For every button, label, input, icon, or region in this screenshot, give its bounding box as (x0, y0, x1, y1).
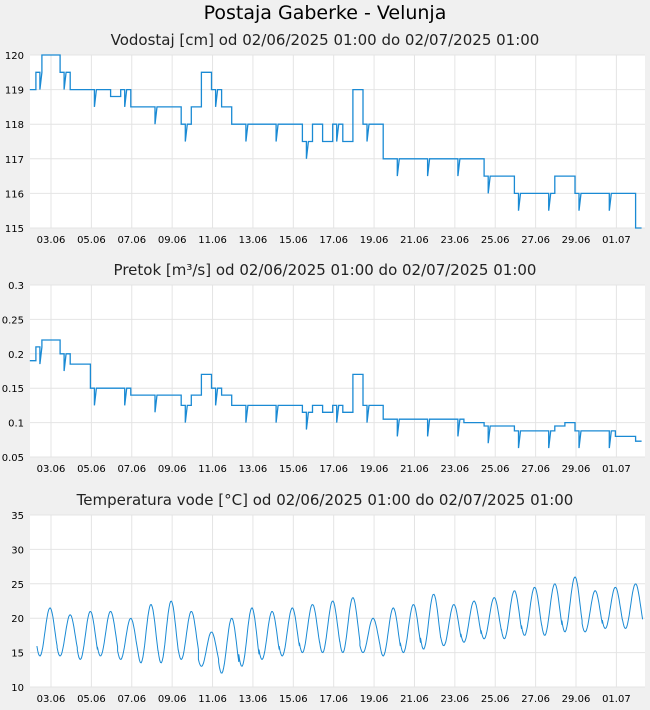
x-tick-label: 25.06 (481, 694, 510, 705)
series-line (36, 576, 644, 674)
series-line (29, 54, 642, 229)
x-tick-label: 05.06 (77, 235, 106, 246)
x-tick-label: 23.06 (441, 694, 470, 705)
x-tick-label: 21.06 (400, 235, 429, 246)
x-tick-label: 07.06 (117, 464, 146, 475)
x-tick-label: 15.06 (279, 464, 308, 475)
x-tick-label: 11.06 (198, 235, 227, 246)
x-tick-label: 27.06 (521, 235, 550, 246)
x-tick-label: 25.06 (481, 235, 510, 246)
x-tick-label: 17.06 (319, 235, 348, 246)
x-tick-label: 01.07 (602, 464, 631, 475)
series-line (29, 339, 642, 449)
x-tick-label: 17.06 (319, 464, 348, 475)
x-tick-label: 11.06 (198, 694, 227, 705)
x-tick-label: 13.06 (239, 694, 268, 705)
x-tick-label: 13.06 (239, 464, 268, 475)
x-tick-label: 29.06 (562, 464, 591, 475)
y-tick-label: 115 (5, 224, 24, 235)
x-tick-label: 05.06 (77, 464, 106, 475)
y-tick-label: 35 (11, 511, 24, 522)
x-tick-label: 03.06 (37, 235, 66, 246)
plot-background (30, 55, 645, 228)
x-tick-label: 15.06 (279, 694, 308, 705)
chart-title: Temperatura vode [°C] od 02/06/2025 01:0… (76, 491, 574, 509)
y-tick-label: 0.25 (2, 315, 24, 326)
plot-background (30, 285, 645, 457)
y-tick-label: 30 (11, 545, 24, 556)
y-tick-label: 25 (11, 580, 24, 591)
x-tick-label: 13.06 (239, 235, 268, 246)
x-tick-label: 03.06 (37, 464, 66, 475)
x-tick-label: 01.07 (602, 235, 631, 246)
x-tick-label: 19.06 (360, 694, 389, 705)
x-tick-label: 07.06 (117, 235, 146, 246)
x-tick-label: 23.06 (441, 235, 470, 246)
y-tick-label: 117 (5, 155, 24, 166)
x-tick-label: 29.06 (562, 235, 591, 246)
y-tick-label: 118 (5, 120, 24, 131)
y-tick-label: 15 (11, 649, 24, 660)
x-tick-label: 09.06 (158, 694, 187, 705)
x-tick-label: 21.06 (400, 464, 429, 475)
x-tick-label: 05.06 (77, 694, 106, 705)
x-tick-label: 21.06 (400, 694, 429, 705)
y-tick-label: 10 (11, 683, 24, 694)
x-tick-label: 11.06 (198, 464, 227, 475)
x-tick-label: 27.06 (521, 464, 550, 475)
y-tick-label: 0.05 (2, 453, 24, 464)
y-tick-label: 119 (5, 86, 24, 97)
x-tick-label: 01.07 (602, 694, 631, 705)
x-tick-label: 27.06 (521, 694, 550, 705)
y-tick-label: 0.2 (8, 350, 24, 361)
x-tick-label: 03.06 (37, 694, 66, 705)
y-tick-label: 0.1 (8, 419, 24, 430)
y-tick-label: 0.15 (2, 384, 24, 395)
x-tick-label: 23.06 (441, 464, 470, 475)
y-tick-label: 116 (5, 189, 24, 200)
chart-title: Vodostaj [cm] od 02/06/2025 01:00 do 02/… (110, 31, 540, 49)
y-tick-label: 120 (5, 51, 24, 62)
x-tick-label: 17.06 (319, 694, 348, 705)
x-tick-label: 25.06 (481, 464, 510, 475)
page-title: Postaja Gaberke - Velunja (203, 2, 447, 24)
x-tick-label: 09.06 (158, 464, 187, 475)
x-tick-label: 15.06 (279, 235, 308, 246)
x-tick-label: 09.06 (158, 235, 187, 246)
x-tick-label: 19.06 (360, 464, 389, 475)
x-tick-label: 29.06 (562, 694, 591, 705)
plot-background (30, 515, 645, 687)
y-tick-label: 0.3 (8, 281, 24, 292)
x-tick-label: 19.06 (360, 235, 389, 246)
x-tick-label: 07.06 (117, 694, 146, 705)
y-tick-label: 20 (11, 614, 24, 625)
chart-title: Pretok [m³/s] od 02/06/2025 01:00 do 02/… (113, 261, 537, 279)
